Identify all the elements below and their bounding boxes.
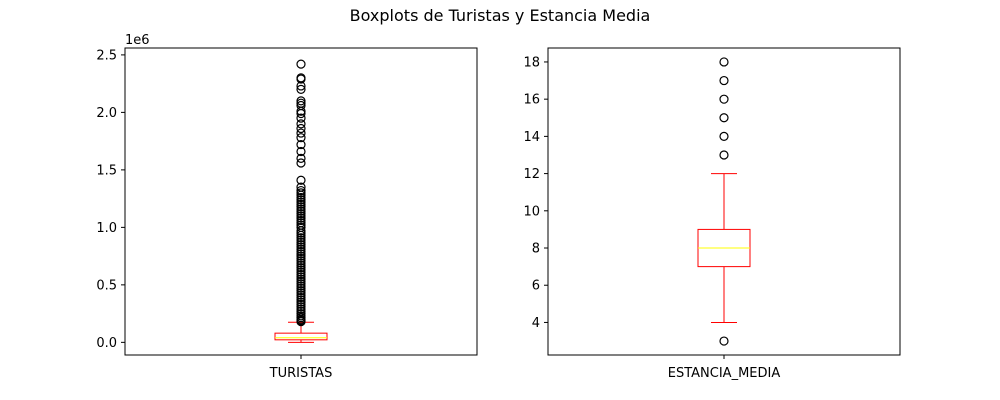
outlier-point [296, 256, 306, 266]
panel-turistas: 0.0 0.5 1.0 1.5 2.0 2.5 1e6 TURISTAS [96, 33, 478, 381]
outlier-point [296, 235, 306, 245]
outlier-point [296, 81, 306, 91]
y-tick-label: 1.0 [96, 221, 117, 236]
outlier-point [296, 265, 306, 275]
outlier-point [296, 59, 306, 69]
panel-estancia-media: 4 6 8 10 12 14 16 18 ESTANCIA_MEDIA [523, 47, 901, 381]
y-tick-label: 18 [523, 55, 540, 70]
y-tick-label: 6 [532, 279, 540, 294]
outlier-point [296, 192, 306, 203]
outlier-point [296, 108, 306, 119]
outlier-point [296, 208, 306, 219]
y-tick-label: 0.0 [96, 336, 117, 351]
outlier-point [296, 237, 306, 247]
outlier-point [296, 128, 306, 138]
outlier-point [296, 279, 306, 289]
outlier-point [719, 57, 729, 67]
outlier-point [719, 150, 729, 160]
x-tick-label: TURISTAS [269, 366, 333, 381]
outlier-point [296, 304, 306, 314]
outlier-point [296, 283, 306, 293]
y-tick-label: 1.5 [96, 163, 117, 178]
outlier-point [296, 211, 306, 221]
outlier-point [296, 204, 306, 214]
outlier-point [296, 299, 306, 310]
outlier-point [296, 272, 306, 282]
outlier-point [296, 295, 306, 305]
outlier-point [296, 246, 306, 257]
outlier-point [296, 267, 306, 277]
outlier-point [296, 253, 306, 264]
outlier-point [296, 263, 306, 273]
outlier-point [296, 269, 306, 280]
outlier-point [296, 251, 306, 261]
outlier-point [296, 139, 306, 150]
outlier-point [296, 188, 306, 198]
outlier-point [719, 113, 729, 123]
y-tick-label: 16 [523, 93, 540, 108]
outlier-point [296, 175, 306, 185]
outlier-point [296, 258, 306, 268]
outlier-point [296, 202, 306, 212]
outlier-point [296, 302, 306, 312]
outlier-point [296, 288, 306, 298]
y-tick-label: 10 [523, 204, 540, 219]
outlier-point [296, 153, 306, 163]
y-tick-label: 2.0 [96, 106, 117, 121]
outlier-point [296, 290, 306, 300]
figure-title: Boxplots de Turistas y Estancia Media [349, 6, 651, 25]
outlier-point [296, 242, 306, 252]
outlier-point [296, 96, 306, 106]
outlier-point [296, 213, 306, 223]
outlier-point [296, 84, 306, 94]
outlier-point [296, 286, 306, 296]
outlier-point [296, 185, 306, 196]
outlier-point [296, 215, 306, 226]
outlier-point [296, 260, 306, 270]
y-tick-label: 14 [523, 130, 540, 145]
outlier-point [719, 131, 729, 141]
outlier-point [296, 317, 306, 327]
outlier-point [296, 249, 306, 259]
outlier-point [296, 274, 306, 284]
y-tick-label: 0.5 [96, 278, 117, 293]
outlier-point [296, 244, 306, 254]
iqr-box [274, 332, 328, 341]
y-tick-label: 2.5 [96, 48, 117, 63]
outlier-point [296, 230, 306, 241]
outlier-point [296, 276, 306, 287]
outlier-point [719, 336, 729, 346]
outlier-point [296, 74, 306, 84]
outlier-point [296, 206, 306, 216]
outlier-point [296, 240, 306, 250]
outlier-point [296, 133, 306, 143]
outlier-point [296, 113, 306, 123]
outlier-point [296, 233, 306, 243]
y-tick-label: 8 [532, 242, 540, 257]
outlier-point [719, 94, 729, 104]
outlier-point [296, 281, 306, 291]
outlier-point [296, 106, 306, 116]
outlier-point [296, 297, 306, 307]
y-offset-label: 1e6 [125, 33, 150, 48]
y-tick-label: 4 [532, 316, 540, 331]
outlier-point [296, 119, 306, 129]
outlier-point [296, 195, 306, 205]
outlier-point [296, 190, 306, 200]
outlier-point [296, 199, 306, 209]
outlier-point [296, 226, 306, 236]
outlier-point [296, 197, 306, 207]
outlier-point [296, 228, 306, 238]
outlier-point [296, 292, 306, 303]
y-tick-label: 12 [523, 167, 540, 182]
outlier-point [296, 123, 306, 134]
outlier-point [719, 75, 729, 86]
outlier-point [296, 146, 306, 157]
x-tick-label: ESTANCIA_MEDIA [668, 366, 781, 381]
outlier-point [296, 158, 306, 168]
